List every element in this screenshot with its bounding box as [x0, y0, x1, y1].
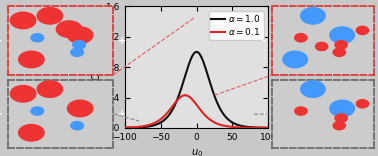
$\alpha=0.1$ — [175, 100, 179, 102]
$\alpha=1.0$ — [237, 124, 241, 126]
$\alpha=0.1$ — [208, 119, 212, 120]
Line: $\alpha=1.0$: $\alpha=1.0$ — [125, 52, 268, 128]
$\alpha=0.1$ — [266, 127, 271, 129]
Text: -: - — [0, 36, 1, 46]
Circle shape — [19, 124, 44, 141]
Circle shape — [10, 12, 36, 29]
Circle shape — [37, 81, 62, 97]
$\alpha=1.0$ — [194, 51, 199, 53]
Circle shape — [56, 21, 82, 37]
Circle shape — [31, 34, 44, 42]
X-axis label: $u_0$: $u_0$ — [191, 147, 203, 156]
Circle shape — [19, 51, 44, 68]
Circle shape — [335, 114, 347, 122]
$\alpha=1.0$ — [229, 121, 234, 123]
$\alpha=0.1$ — [130, 127, 134, 128]
Circle shape — [335, 41, 347, 49]
Circle shape — [330, 27, 355, 43]
$\alpha=0.1$ — [183, 94, 187, 96]
Circle shape — [67, 100, 93, 117]
Circle shape — [31, 107, 44, 115]
Text: +: + — [118, 36, 126, 46]
Circle shape — [356, 26, 369, 34]
Circle shape — [71, 122, 84, 130]
Circle shape — [67, 27, 93, 43]
Circle shape — [295, 107, 307, 115]
$\alpha=1.0$ — [175, 100, 179, 102]
$\alpha=0.1$ — [229, 126, 234, 128]
Circle shape — [10, 85, 36, 102]
Circle shape — [73, 41, 85, 49]
Y-axis label: $C_d / C_0$: $C_d / C_0$ — [90, 53, 104, 81]
Circle shape — [316, 42, 328, 51]
Circle shape — [333, 48, 345, 56]
Legend: $\alpha=1.0$, $\alpha=0.1$: $\alpha=1.0$, $\alpha=0.1$ — [209, 11, 264, 40]
Text: -: - — [0, 109, 1, 119]
Line: $\alpha=0.1$: $\alpha=0.1$ — [125, 95, 268, 128]
Text: -: - — [262, 36, 266, 46]
Circle shape — [330, 100, 355, 117]
$\alpha=1.0$ — [214, 99, 218, 101]
Circle shape — [71, 48, 84, 56]
$\alpha=0.1$ — [214, 122, 218, 124]
$\alpha=0.1$ — [122, 127, 127, 129]
$\alpha=1.0$ — [130, 127, 134, 129]
Circle shape — [333, 122, 345, 130]
$\alpha=1.0$ — [266, 127, 271, 129]
Circle shape — [301, 8, 325, 24]
Circle shape — [283, 51, 307, 68]
Circle shape — [295, 34, 307, 42]
Text: -: - — [262, 109, 266, 119]
Circle shape — [356, 100, 369, 108]
Circle shape — [301, 81, 325, 97]
Text: +: + — [118, 109, 126, 119]
$\alpha=1.0$ — [208, 81, 212, 83]
Circle shape — [37, 8, 62, 24]
$\alpha=1.0$ — [122, 127, 127, 129]
$\alpha=0.1$ — [237, 127, 241, 128]
